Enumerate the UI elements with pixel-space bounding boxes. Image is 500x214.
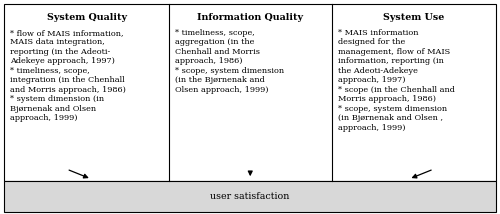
Text: System Quality: System Quality (46, 13, 126, 22)
Text: user satisfaction: user satisfaction (210, 192, 290, 201)
Bar (4, 181, 496, 212)
Text: * MAIS information
designed for the
management, flow of MAIS
information, report: * MAIS information designed for the mana… (338, 29, 454, 132)
Text: Information Quality: Information Quality (198, 13, 303, 22)
Bar (4, 4, 496, 181)
Text: * timeliness, scope,
aggregation (in the
Chenhall and Morris
approach, 1986)
* s: * timeliness, scope, aggregation (in the… (175, 29, 284, 94)
Text: * flow of MAIS information,
MAIS data integration,
reporting (in the Adeoti-
Ade: * flow of MAIS information, MAIS data in… (10, 29, 126, 122)
Text: System Use: System Use (383, 13, 444, 22)
